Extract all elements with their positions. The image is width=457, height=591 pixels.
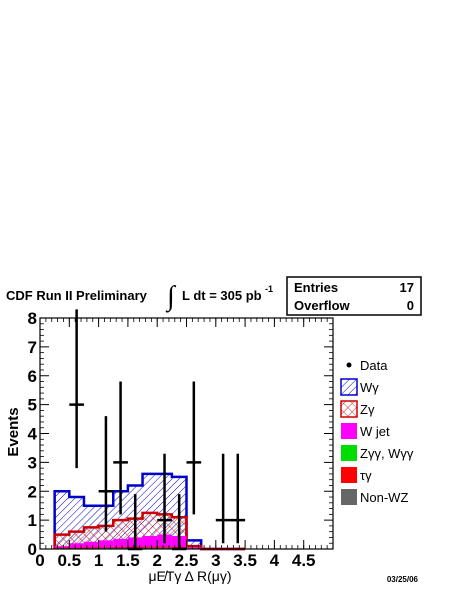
overflow-label: Overflow — [294, 298, 351, 313]
legend-swatch-5 — [341, 467, 357, 483]
data-point-2 — [113, 381, 128, 515]
data-point-5 — [186, 381, 202, 515]
legend-label-5: τγ — [360, 468, 372, 483]
x-tick-label-4: 2 — [152, 551, 161, 570]
bar-5-6 — [142, 547, 158, 549]
legend-label-0: Data — [360, 358, 388, 373]
legend-entry-1: Wγ — [340, 378, 379, 396]
x-tick-label-0: 0 — [35, 551, 44, 570]
luminosity-label: L dt = 305 pb — [182, 288, 262, 303]
legend-label-3: W jet — [360, 424, 390, 439]
chart-title: CDF Run II Preliminary — [6, 288, 148, 303]
bar-2-1 — [69, 543, 84, 549]
histogram-stack — [53, 472, 246, 551]
y-tick-label-6: 6 — [28, 367, 37, 386]
y-tick-label-2: 2 — [28, 482, 37, 501]
entries-label: Entries — [294, 280, 338, 295]
legend-swatch-1 — [340, 378, 358, 396]
legend-swatch-4 — [341, 445, 357, 461]
overflow-value: 0 — [407, 298, 414, 313]
x-tick-label-3: 1.5 — [116, 551, 140, 570]
outline-1 — [53, 511, 246, 551]
legend-entry-6: Non-WZ — [341, 489, 408, 505]
legend-marker-dot — [346, 362, 352, 368]
legend-swatch-6 — [341, 489, 357, 505]
stats-box — [286, 276, 422, 316]
y-tick-label-4: 4 — [28, 425, 38, 444]
data-point-8 — [230, 453, 246, 544]
bar-2-9 — [186, 547, 202, 549]
x-tick-label-5: 2.5 — [175, 551, 199, 570]
bar-2-6 — [142, 536, 158, 549]
legend-label-1: Wγ — [360, 380, 379, 395]
bar-5-7 — [157, 547, 172, 549]
x-tick-label-6: 3 — [211, 551, 220, 570]
entries-value: 17 — [400, 280, 414, 295]
data-point-1 — [98, 416, 114, 532]
bar-1-0 — [54, 534, 70, 549]
data-point-0 — [69, 309, 84, 469]
data-point-4 — [157, 453, 172, 544]
y-tick-label-1: 1 — [28, 511, 37, 530]
legend-swatch-3 — [341, 423, 357, 439]
data-point-7 — [215, 453, 231, 544]
legend-entry-5: τγ — [341, 467, 372, 483]
y-tick-label-5: 5 — [28, 396, 37, 415]
legend: Data Wγ Zγ W jet Zγγ, Wγγ τγ Non-WZ — [340, 358, 414, 505]
legend-entry-3: W jet — [341, 423, 390, 439]
integral-symbol: ∫ — [165, 281, 177, 313]
legend-label-2: Zγ — [360, 402, 375, 417]
y-tick-label-8: 8 — [28, 309, 37, 328]
bar-2-2 — [83, 541, 99, 549]
legend-label-6: Non-WZ — [360, 490, 408, 505]
legend-entry-4: Zγγ, Wγγ — [341, 445, 414, 461]
x-axis-title: μE̸Tγ Δ R(μγ) — [148, 568, 231, 584]
axes: 0 1 2 3 4 5 6 7 8 0 0.5 1 1.5 2 2.5 3 3.5 4 4.5 — [28, 309, 334, 570]
luminosity-exponent: -1 — [265, 284, 273, 294]
x-tick-label-1: 0.5 — [57, 551, 81, 570]
y-axis-title: Events — [5, 407, 22, 456]
x-tick-label-2: 1 — [94, 551, 103, 570]
legend-label-4: Zγγ, Wγγ — [360, 446, 414, 461]
legend-entry-2: Zγ — [340, 400, 375, 418]
y-tick-label-3: 3 — [28, 453, 37, 472]
outline-0 — [53, 472, 246, 551]
bar-0-9 — [186, 540, 202, 549]
y-tick-label-7: 7 — [28, 338, 37, 357]
bar-2-3 — [98, 540, 114, 549]
legend-entry-0: Data — [346, 358, 388, 373]
x-tick-label-9: 4.5 — [292, 551, 316, 570]
legend-swatch-2 — [340, 400, 358, 418]
bar-2-4 — [113, 538, 128, 549]
x-tick-label-7: 3.5 — [233, 551, 257, 570]
x-tick-label-8: 4 — [270, 551, 280, 570]
y-tick-label-0: 0 — [28, 540, 37, 559]
data-points — [69, 309, 246, 551]
date-stamp: 03/25/06 — [387, 575, 419, 584]
